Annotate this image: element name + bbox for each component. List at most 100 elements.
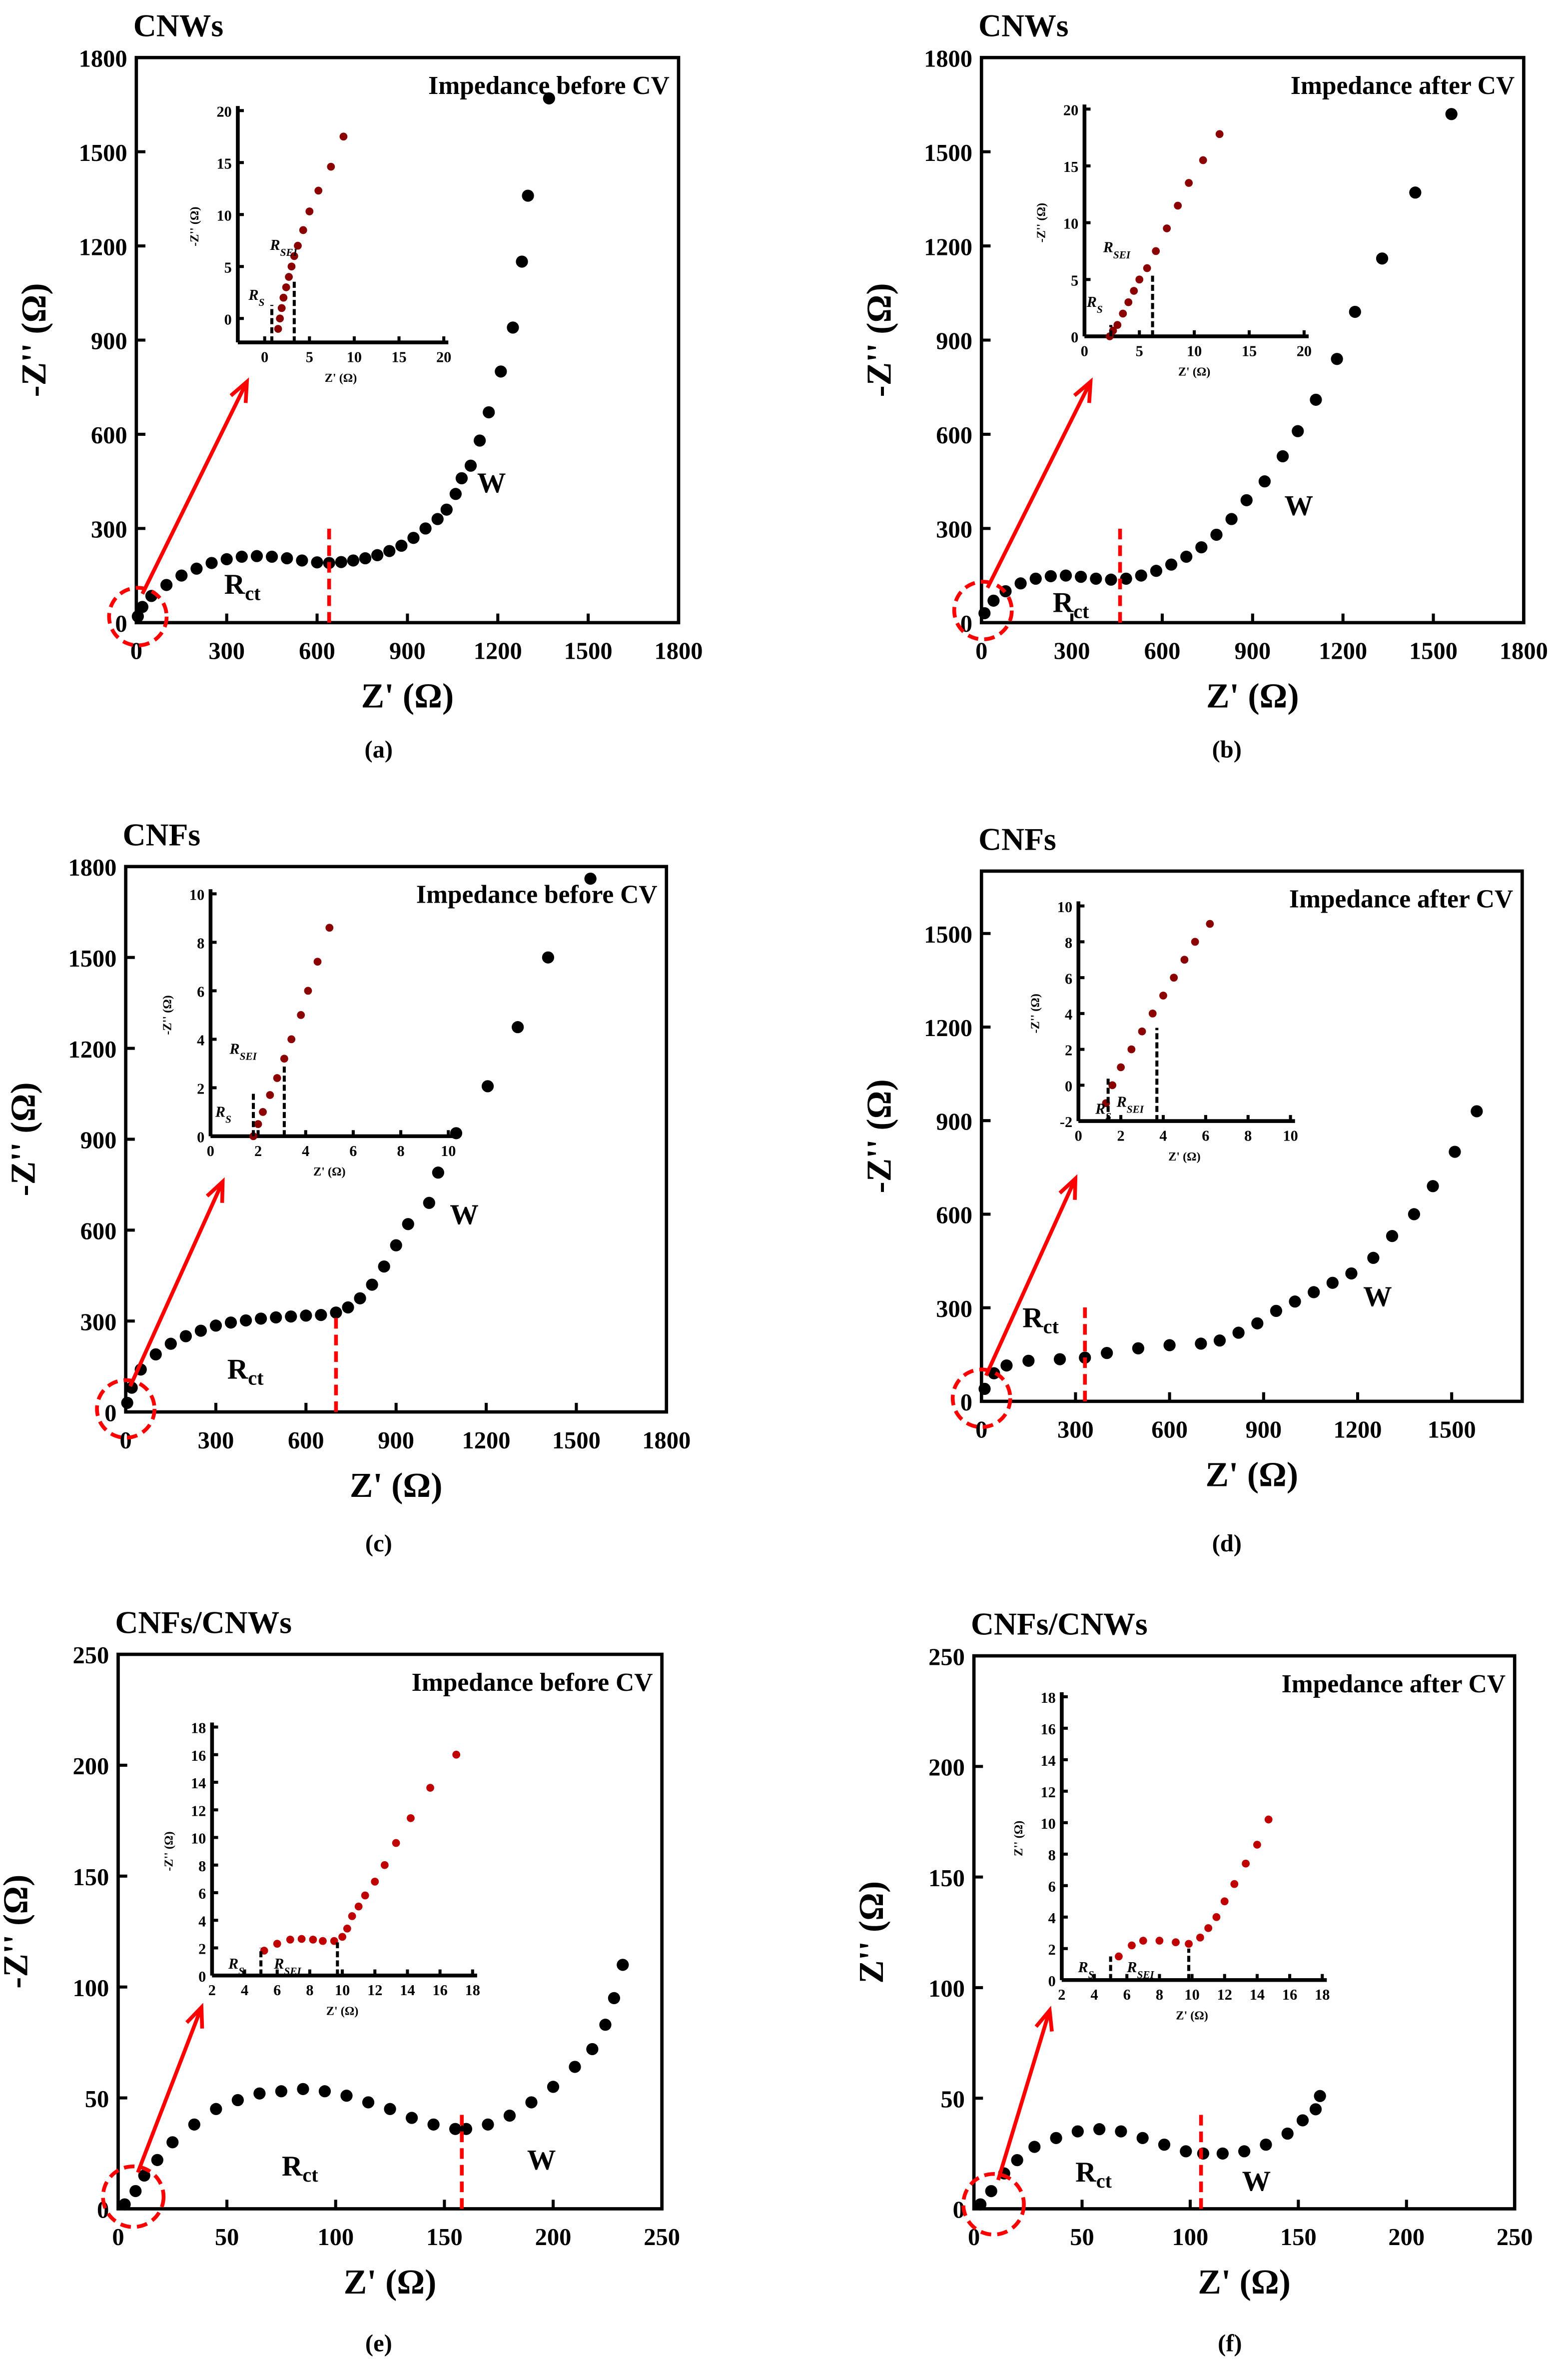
x-tick-label: 1800 bbox=[655, 638, 703, 665]
y-tick-label: 300 bbox=[80, 1309, 117, 1335]
zoom-region-circle bbox=[961, 2172, 1026, 2237]
data-point bbox=[250, 550, 263, 562]
inset-y-tick-label: 8 bbox=[198, 1858, 206, 1875]
chart-title: CNFs bbox=[978, 821, 1056, 857]
zoom-arrow bbox=[136, 2006, 203, 2174]
data-point bbox=[255, 1312, 267, 1325]
inset-x-tick-label: 6 bbox=[1202, 1127, 1209, 1144]
y-tick-label: 600 bbox=[936, 1202, 972, 1229]
y-axis-title: Z'' (Ω) bbox=[852, 1881, 891, 1984]
x-tick-label: 50 bbox=[215, 2224, 239, 2251]
inset-x-tick-label: 10 bbox=[1283, 1127, 1298, 1144]
x-tick-label: 600 bbox=[1144, 638, 1181, 665]
data-point bbox=[1011, 2154, 1023, 2167]
data-point bbox=[449, 488, 462, 500]
inset-data-point bbox=[1139, 1937, 1147, 1945]
x-tick-label: 1500 bbox=[1409, 638, 1458, 665]
data-point bbox=[281, 552, 293, 565]
inset-y-tick-label: 18 bbox=[1040, 1689, 1055, 1706]
inset-data-point bbox=[280, 1055, 288, 1063]
data-point bbox=[431, 513, 444, 525]
inset-data-point bbox=[285, 273, 293, 281]
inset-x-tick-label: 18 bbox=[465, 1982, 480, 1999]
inset-data-point bbox=[1130, 287, 1138, 295]
inset-data-point bbox=[254, 1120, 262, 1129]
inset-data-point bbox=[309, 1935, 317, 1944]
inset-y-tick-label: 2 bbox=[198, 1941, 206, 1958]
inset-y-tick-label: 6 bbox=[1048, 1878, 1056, 1895]
inset-x-axis-title: Z' (Ω) bbox=[325, 371, 357, 385]
data-point bbox=[395, 539, 408, 552]
y-tick-label: 0 bbox=[104, 1400, 116, 1426]
inset-data-point bbox=[348, 1912, 356, 1920]
inset-data-point bbox=[1185, 1940, 1193, 1948]
inset-data-point bbox=[1148, 1009, 1157, 1018]
x-tick-label: 1200 bbox=[1319, 638, 1367, 665]
inset-data-point bbox=[313, 958, 322, 966]
data-point bbox=[1292, 425, 1304, 437]
inset-data-point bbox=[305, 207, 314, 215]
data-point bbox=[266, 550, 278, 563]
y-tick-label: 300 bbox=[936, 1296, 972, 1322]
inset-x-axis-title: Z' (Ω) bbox=[1178, 365, 1211, 379]
x-tick-label: 0 bbox=[975, 638, 987, 665]
inset-x-tick-label: 20 bbox=[1297, 342, 1312, 359]
inset-data-point bbox=[282, 283, 290, 291]
inset-x-tick-label: 0 bbox=[261, 348, 268, 365]
rct-label: Rct bbox=[1053, 587, 1089, 623]
inset-y-tick-label: 14 bbox=[191, 1775, 206, 1792]
chart-title: CNFs/CNWs bbox=[115, 1605, 292, 1640]
y-axis-title: -Z'' (Ω) bbox=[860, 283, 898, 397]
y-tick-label: 50 bbox=[85, 2086, 109, 2113]
rs-label: RS bbox=[1077, 1959, 1094, 1981]
inset-x-tick-label: 2 bbox=[1058, 1986, 1065, 2003]
data-point bbox=[974, 2198, 987, 2211]
inset-data-point bbox=[1253, 1841, 1261, 1849]
data-point bbox=[1075, 570, 1087, 583]
inset-x-tick-label: 10 bbox=[1187, 342, 1202, 359]
inset-y-tick-label: 2 bbox=[197, 1081, 204, 1098]
data-point bbox=[419, 522, 432, 535]
chart-title: CNFs/CNWs bbox=[971, 1606, 1148, 1642]
inset-data-point bbox=[1138, 1027, 1146, 1036]
y-tick-label: 1500 bbox=[924, 140, 972, 166]
zoom-region-circle bbox=[952, 580, 1014, 641]
x-tick-label: 1500 bbox=[552, 1427, 601, 1454]
inset-x-tick-label: 2 bbox=[208, 1982, 216, 1999]
data-point bbox=[300, 1309, 312, 1322]
inset-data-point bbox=[266, 1091, 274, 1099]
data-point bbox=[987, 594, 1000, 607]
data-point bbox=[347, 554, 360, 567]
annotation-label: Impedance after CV bbox=[1282, 1670, 1506, 1698]
y-tick-label: 600 bbox=[80, 1218, 117, 1245]
inset-data-point bbox=[1191, 938, 1199, 946]
inset-data-point bbox=[343, 1924, 351, 1933]
annotation-label: Impedance after CV bbox=[1289, 885, 1513, 914]
data-point bbox=[1251, 1317, 1264, 1329]
x-tick-label: 1200 bbox=[1334, 1417, 1382, 1443]
y-tick-label: 1500 bbox=[68, 946, 116, 972]
data-point bbox=[296, 554, 308, 567]
data-point bbox=[231, 2094, 244, 2107]
inset-y-tick-label: 8 bbox=[1065, 935, 1072, 952]
x-tick-label: 300 bbox=[198, 1427, 234, 1454]
arrow-head-icon bbox=[1058, 1174, 1078, 1200]
y-tick-label: 1200 bbox=[924, 1015, 972, 1042]
rsei-label: RSEI bbox=[1103, 239, 1131, 261]
data-point bbox=[270, 1311, 282, 1324]
inset-y-tick-label: 12 bbox=[191, 1802, 206, 1819]
data-point bbox=[507, 321, 519, 334]
data-point bbox=[220, 553, 233, 566]
rs-label: RS bbox=[215, 1104, 231, 1126]
inset-y-tick-label: 20 bbox=[217, 103, 232, 120]
inset-y-tick-label: 0 bbox=[1048, 1973, 1056, 1990]
inset-x-tick-label: 15 bbox=[1242, 342, 1257, 359]
data-point bbox=[1445, 108, 1458, 120]
data-point bbox=[166, 2136, 179, 2149]
data-point bbox=[473, 434, 486, 447]
inset-data-point bbox=[325, 924, 334, 932]
rs-label: RS bbox=[1095, 1101, 1111, 1123]
x-tick-label: 300 bbox=[1054, 638, 1090, 665]
data-point bbox=[342, 1301, 354, 1314]
